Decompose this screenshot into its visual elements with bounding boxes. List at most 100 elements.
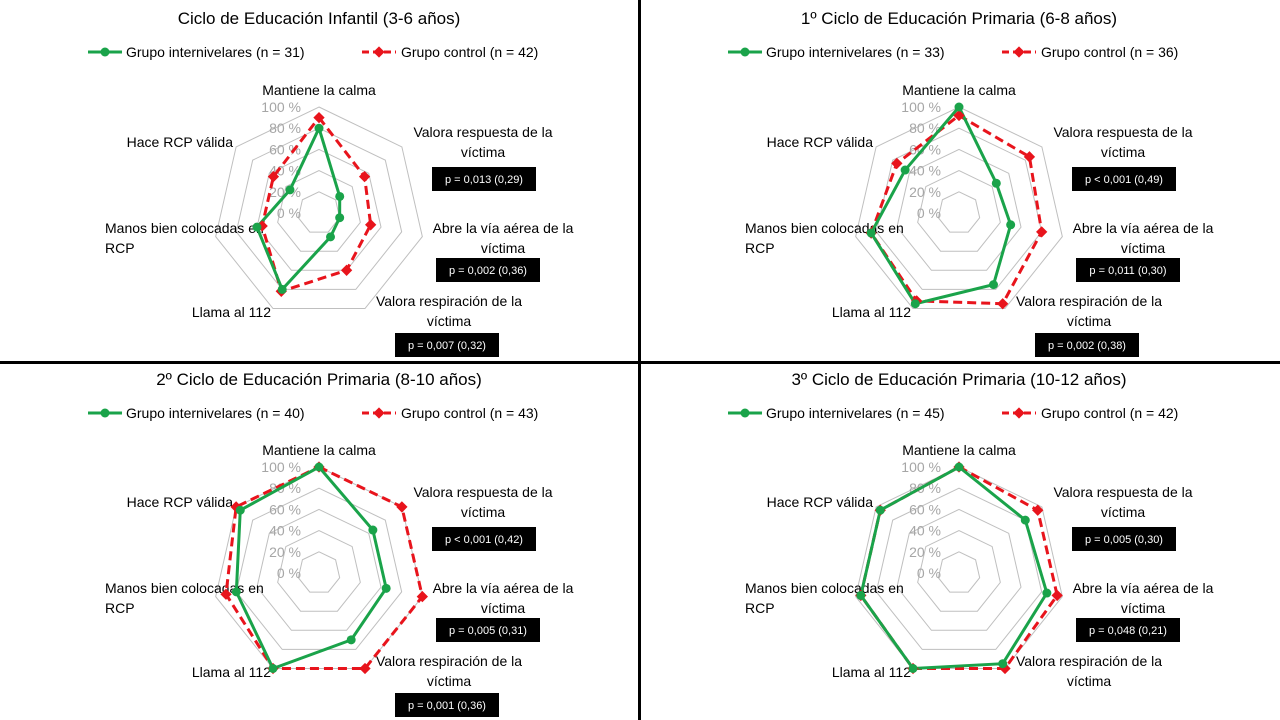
data-point-control (997, 298, 1009, 310)
radar-grid (855, 466, 1063, 670)
data-point-control (891, 157, 903, 170)
radar-panel-2: 1º Ciclo de Educación Primaria (6-8 años… (728, 9, 1214, 357)
p-value-box (395, 693, 499, 717)
data-point-internivelares (368, 525, 378, 535)
tick-label: 100 % (901, 99, 941, 115)
data-point-internivelares (908, 664, 918, 674)
axis-label: Hace RCP válida (767, 134, 874, 150)
axis-label: Llama al 112 (832, 664, 911, 680)
p-value-label: p = 0,011 (0,30) (1089, 265, 1166, 277)
grid-ring (235, 127, 403, 290)
legend-label-series-1: Grupo internivelares (n = 40) (126, 405, 305, 421)
tick-label: 80 % (269, 480, 301, 496)
tick-label: 100 % (261, 459, 301, 475)
tick-label: 100 % (261, 99, 301, 115)
p-value-box (395, 333, 499, 357)
axis-label: Valora respuesta de la víctima (1053, 124, 1192, 160)
axis-label: Mantiene la calma (262, 82, 376, 98)
data-point-internivelares (954, 462, 964, 472)
tick-label: 40 % (909, 523, 941, 539)
tick-label: 20 % (909, 184, 941, 200)
p-value-box (1076, 258, 1180, 282)
data-point-internivelares (346, 635, 356, 645)
data-point-internivelares (285, 185, 295, 195)
chart-title: 3º Ciclo de Educación Primaria (10-12 añ… (791, 370, 1126, 389)
legend-label-series-2: Grupo control (n = 42) (401, 44, 538, 60)
tick-label: 0 % (917, 205, 941, 221)
p-value-box (1035, 333, 1139, 357)
legend-marker-red (373, 46, 385, 58)
series-line-internivelares (859, 465, 1049, 671)
axis-label: Valora respiración de la víctima (1016, 293, 1162, 329)
legend-marker-red (1013, 46, 1025, 58)
data-point-control (1032, 504, 1044, 516)
grid-ring (896, 508, 1022, 631)
legend: Grupo internivelares (n = 33) Grupo contr… (728, 44, 1178, 60)
data-point-control (340, 264, 353, 276)
p-value-box (432, 527, 536, 551)
legend-label-series-1: Grupo internivelares (n = 33) (766, 44, 945, 60)
data-point-control (358, 170, 371, 183)
axis-label: Manos bien colocadas en RCP (745, 220, 904, 256)
grid-ring (855, 466, 1063, 670)
p-value-box (1072, 527, 1176, 551)
chart-title: 1º Ciclo de Educación Primaria (6-8 años… (801, 9, 1117, 28)
legend-marker-green (100, 47, 110, 57)
axis-label: Abre la vía aérea de la víctima (1073, 580, 1214, 616)
legend: Grupo internivelares (n = 31) Grupo contr… (88, 44, 538, 60)
data-point-control (1051, 589, 1063, 602)
data-point-internivelares (231, 587, 241, 597)
legend-marker-green (740, 408, 750, 418)
axis-label: Valora respuesta de la víctima (1053, 484, 1192, 520)
tick-label: 20 % (269, 544, 301, 560)
tick-label: 0 % (277, 205, 301, 221)
tick-label: 0 % (277, 565, 301, 581)
data-point-internivelares (268, 664, 278, 674)
grid-ring (297, 551, 341, 593)
radar-panel-3: 2º Ciclo de Educación Primaria (8-10 año… (88, 370, 574, 717)
grid-ring (277, 530, 361, 612)
chart-title: 2º Ciclo de Educación Primaria (8-10 año… (156, 370, 482, 389)
series-line-control (869, 113, 1044, 306)
p-value-label: p = 0,002 (0,38) (1048, 340, 1126, 352)
grid-ring (896, 148, 1022, 271)
p-value-box (436, 618, 540, 642)
data-point-internivelares (1042, 588, 1052, 598)
tick-label: 40 % (269, 523, 301, 539)
axis-label: Valora respuesta de la víctima (413, 124, 552, 160)
p-value-label: p = 0,005 (0,31) (449, 625, 527, 637)
data-point-internivelares (856, 590, 866, 600)
axis-label: Llama al 112 (192, 304, 271, 320)
data-point-control (365, 219, 377, 231)
data-point-internivelares (1020, 515, 1030, 525)
data-point-internivelares (314, 462, 324, 472)
tick-label: 80 % (909, 120, 941, 136)
legend-label-series-2: Grupo control (n = 36) (1041, 44, 1178, 60)
series-line-internivelares (234, 465, 388, 671)
legend-label-series-1: Grupo internivelares (n = 45) (766, 405, 945, 421)
axis-label: Valora respuesta de la víctima (413, 484, 552, 520)
radar-panel-4: 3º Ciclo de Educación Primaria (10-12 añ… (728, 370, 1214, 689)
legend-label-series-2: Grupo control (n = 43) (401, 405, 538, 421)
axis-label: Abre la vía aérea de la víctima (433, 580, 574, 616)
legend: Grupo internivelares (n = 45) Grupo contr… (728, 405, 1178, 421)
grid-ring (235, 487, 403, 650)
grid-ring (875, 127, 1043, 290)
data-point-internivelares (991, 178, 1001, 188)
data-point-internivelares (235, 505, 245, 515)
legend: Grupo internivelares (n = 40) Grupo contr… (88, 405, 538, 421)
tick-label: 80 % (909, 480, 941, 496)
data-point-internivelares (335, 213, 345, 223)
data-point-internivelares (314, 123, 324, 133)
radar-panel-1: Ciclo de Educación Infantil (3-6 años) Gr… (88, 9, 574, 357)
tick-label: 40 % (269, 163, 301, 179)
tick-label: 80 % (269, 120, 301, 136)
data-point-internivelares (988, 280, 998, 290)
legend-marker-green (100, 408, 110, 418)
axis-label: Llama al 112 (832, 304, 911, 320)
data-point-internivelares (910, 299, 920, 309)
p-value-label: p < 0,001 (0,42) (445, 534, 523, 546)
horizontal-divider (0, 361, 1280, 364)
grid-ring (297, 191, 341, 233)
